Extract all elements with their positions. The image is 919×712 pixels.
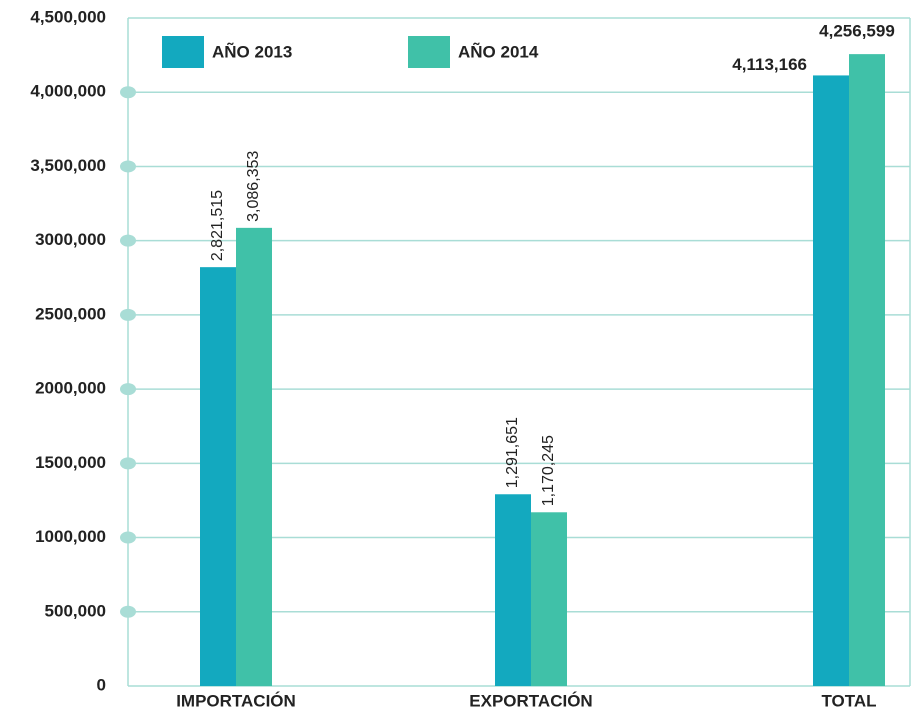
data-label: 1,170,245 <box>540 435 557 506</box>
y-tick-label: 3000,000 <box>35 230 106 249</box>
bar <box>200 267 236 686</box>
legend-swatch <box>162 36 204 68</box>
x-tick-label: IMPORTACIÓN <box>176 691 296 710</box>
tick-dot <box>120 308 136 321</box>
y-tick-label: 2000,000 <box>35 379 106 398</box>
tick-dot <box>120 605 136 618</box>
tick-dot <box>120 531 136 544</box>
y-tick-label: 1000,000 <box>35 527 106 546</box>
x-tick-label: EXPORTACIÓN <box>469 691 592 710</box>
tick-dot <box>120 234 136 247</box>
tick-dot <box>120 160 136 173</box>
legend-label: AÑO 2014 <box>458 41 539 61</box>
y-tick-label: 2500,000 <box>35 304 106 323</box>
y-tick-label: 0 <box>97 675 106 694</box>
tick-dot <box>120 383 136 396</box>
tick-dot <box>120 86 136 99</box>
data-label: 3,086,353 <box>245 151 262 222</box>
data-label: 4,256,599 <box>819 22 895 41</box>
bar <box>236 227 272 687</box>
data-label: 2,821,515 <box>209 190 226 261</box>
y-tick-label: 4,500,000 <box>30 7 106 26</box>
bar <box>531 512 567 686</box>
y-tick-label: 3,500,000 <box>30 156 106 175</box>
data-label: 1,291,651 <box>504 417 521 488</box>
y-tick-label: 500,000 <box>45 601 106 620</box>
tick-dot <box>120 457 136 470</box>
y-tick-label: 1500,000 <box>35 453 106 472</box>
legend-label: AÑO 2013 <box>212 41 292 61</box>
data-label: 4,113,166 <box>732 55 807 74</box>
bar <box>849 54 885 686</box>
x-tick-label: TOTAL <box>821 691 876 710</box>
bar <box>495 494 531 686</box>
bar <box>813 75 849 687</box>
legend-swatch <box>408 36 450 68</box>
y-tick-label: 4,000,000 <box>30 82 106 101</box>
